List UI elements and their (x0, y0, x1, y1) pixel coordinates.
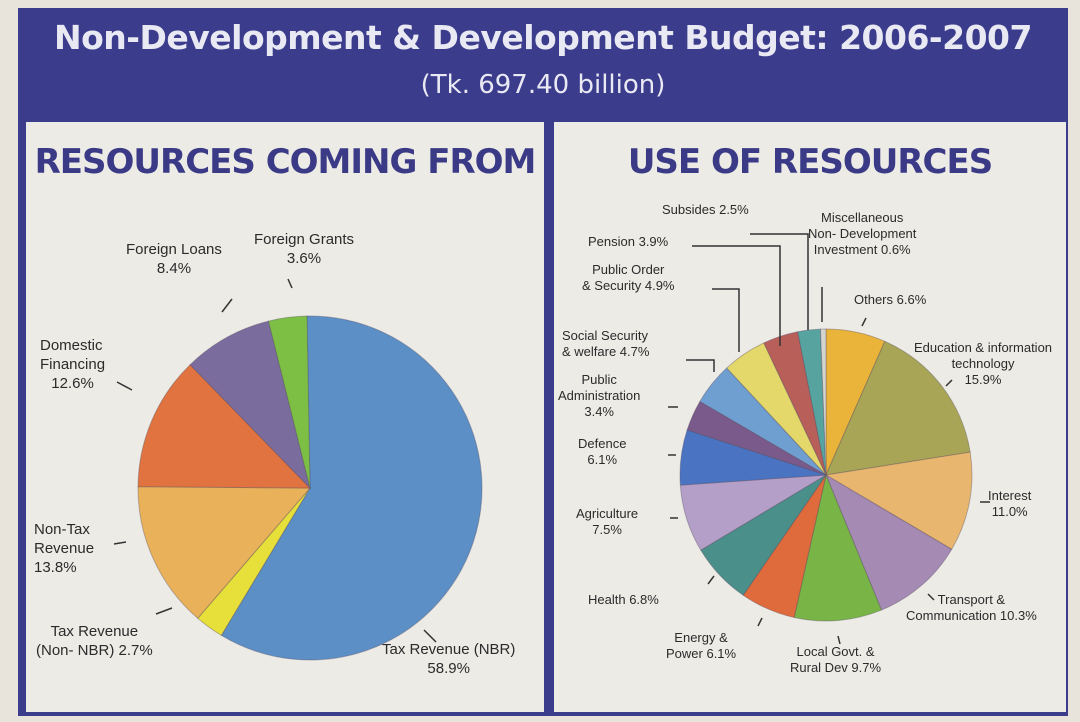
leader-line (113, 541, 127, 545)
pie-slice-domestic-financing (137, 363, 312, 489)
leader-line (116, 381, 133, 391)
leader-line (221, 298, 233, 313)
label-pension: Pension 3.9% (588, 234, 669, 249)
pie-slice-education-information-technology (825, 340, 971, 476)
pie-slice-health (700, 474, 827, 596)
page-title: Non-Development & Development Budget: 20… (54, 18, 1032, 57)
label-others: Others 6.6% (854, 292, 927, 307)
leader-line (945, 379, 953, 387)
label-tax-revenue-non-nbr: Tax Revenue (Non- NBR) 2.7% (36, 623, 153, 659)
pie-slice-agriculture (679, 474, 827, 551)
leader-line (692, 245, 781, 346)
label-education: Education & information technology 15.9% (914, 340, 1053, 387)
leader-line (707, 575, 715, 585)
leader-line (837, 635, 841, 645)
pie-slice-subsides (797, 328, 827, 476)
leader-line (686, 359, 715, 372)
leader-line (861, 317, 867, 327)
label-public-administration: Public Administration 3.4% (558, 372, 641, 419)
use-title: USE OF RESOURCES (627, 142, 993, 182)
label-foreign-grants: Foreign Grants 3.6% (254, 231, 355, 267)
pie-slice-interest (824, 451, 973, 551)
label-miscellaneous: Miscellaneous Non- Development Investment … (808, 210, 917, 257)
pie-slice-foreign-loans (189, 320, 311, 490)
chart-frame: Non-Development & Development Budget: 20… (18, 8, 1068, 716)
resources-pie-chart (113, 278, 483, 661)
label-tax-revenue-nbr: Tax Revenue (NBR) 58.9% (382, 641, 516, 677)
label-domestic-financing: Domestic Financing 12.6% (40, 337, 106, 392)
label-interest: Interest 11.0% (988, 488, 1032, 519)
label-local-govt: Local Govt. & Rural Dev 9.7% (790, 644, 882, 675)
pie-slice-energy-power (742, 474, 827, 619)
label-subsides: Subsides 2.5% (662, 202, 749, 217)
leader-line (287, 278, 293, 289)
leader-line (757, 617, 763, 627)
leader-line (927, 593, 935, 601)
pie-slice-non-tax-revenue (137, 486, 312, 619)
use-pie-chart (668, 233, 990, 645)
label-non-tax-revenue: Non-Tax Revenue 13.8% (34, 521, 95, 576)
pie-slice-tax-revenue-non-nbr (196, 487, 311, 637)
label-defence: Defence 6.1% (578, 436, 627, 467)
label-agriculture: Agriculture 7.5% (576, 506, 639, 537)
label-transport: Transport & Communication 10.3% (906, 592, 1037, 623)
pie-slice-transport-communication (824, 473, 953, 611)
label-social-security: Social Security & welfare 4.7% (562, 328, 650, 359)
pie-slice-defence (679, 429, 827, 486)
label-foreign-loans: Foreign Loans 8.4% (126, 241, 222, 277)
leader-line (750, 233, 809, 330)
pie-slice-public-administration (686, 400, 827, 476)
pie-slice-social-security-welfare (699, 367, 827, 476)
pie-slice-miscellaneous-non-development-investment (819, 328, 827, 476)
label-public-order: Public Order & Security 4.9% (582, 262, 675, 293)
resources-panel: RESOURCES COMING FROM Foreign Loans 8.4% … (26, 122, 544, 712)
label-energy: Energy & Power 6.1% (666, 630, 737, 661)
pie-slice-public-order-security (726, 342, 827, 476)
use-panel: USE OF RESOURCES Subsides 2.5% Miscellan… (554, 122, 1066, 712)
pie-slice-others (825, 328, 886, 476)
leader-line (712, 288, 740, 352)
leader-line (155, 607, 173, 615)
leader-line (423, 629, 437, 643)
pie-slice-tax-revenue-nbr (220, 315, 483, 661)
label-health: Health 6.8% (588, 592, 659, 607)
pie-slice-local-govt-rural-dev (793, 473, 883, 622)
resources-title: RESOURCES COMING FROM (34, 142, 537, 182)
pie-slice-foreign-grants (267, 315, 311, 489)
page-subtitle: (Tk. 697.40 billion) (420, 70, 666, 100)
